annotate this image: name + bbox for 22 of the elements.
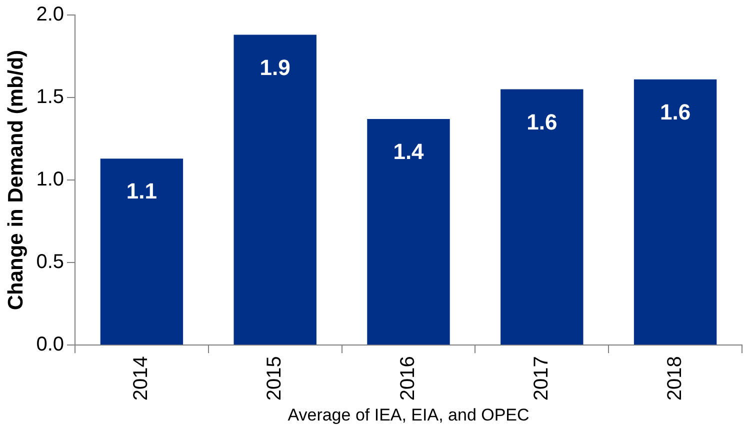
x-tick-label: 2018 xyxy=(664,356,686,401)
x-tick-label: 2016 xyxy=(397,356,420,401)
data-label: 1.1 xyxy=(126,178,157,204)
bar xyxy=(500,89,584,345)
bar xyxy=(100,158,184,345)
x-tick-label: 2017 xyxy=(530,356,552,401)
bar xyxy=(234,34,316,345)
data-label: 1.6 xyxy=(526,109,558,134)
bar xyxy=(367,118,450,345)
y-tick-label: 1.0 xyxy=(36,168,64,191)
x-tick-label: 2015 xyxy=(264,356,286,401)
data-label: 1.4 xyxy=(393,139,425,164)
y-tick-label: 0.5 xyxy=(36,251,64,274)
y-tick-label: 2.0 xyxy=(36,4,64,26)
data-label: 1.9 xyxy=(260,54,290,80)
bar xyxy=(634,79,717,345)
y-tick-label: 1.5 xyxy=(36,86,64,108)
x-tick-label: 2014 xyxy=(130,356,152,401)
x-axis-title: Average of IEA, EIA, and OPEC xyxy=(288,405,530,424)
y-tick-label: 0.0 xyxy=(36,334,64,356)
data-label: 1.6 xyxy=(660,99,691,124)
y-axis-title: Change in Demand (mb/d) xyxy=(4,50,28,310)
